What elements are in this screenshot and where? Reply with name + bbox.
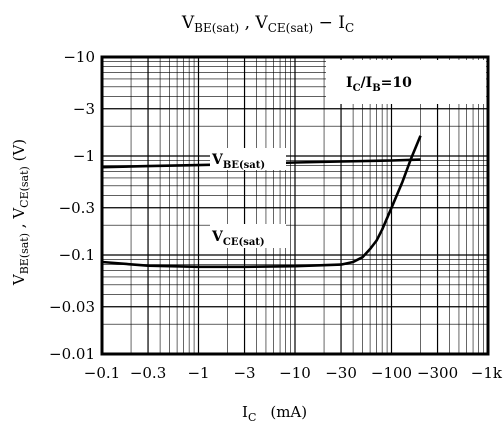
y-tick-label: −0.1	[59, 246, 95, 264]
x-tick-label: −0.1	[84, 364, 120, 382]
x-tick-label: −30	[325, 364, 357, 382]
y-tick-label: −0.03	[49, 298, 95, 316]
x-tick-label: −0.3	[130, 364, 166, 382]
series-label-vce: VCE(sat)	[211, 229, 265, 248]
x-tick-label: −10	[279, 364, 311, 382]
annotation-box	[326, 60, 486, 104]
y-tick-label: −3	[73, 100, 95, 118]
annotation-ic-ib: IC/IB=10	[346, 75, 412, 94]
series-label-vbe: VBE(sat)	[211, 152, 265, 171]
y-tick-label: −0.3	[59, 199, 95, 217]
y-tick-label: −10	[63, 48, 95, 66]
x-axis-label: IC (mA)	[242, 403, 307, 424]
x-tick-label: −300	[417, 364, 458, 382]
x-tick-label: −1	[187, 364, 209, 382]
label-bg-vce	[210, 224, 286, 248]
y-tick-labels: −10 −3 −1 −0.3 −0.1 −0.03 −0.01	[49, 48, 95, 363]
label-bg-vbe	[210, 148, 286, 170]
x-tick-labels: −0.1 −0.3 −1 −3 −10 −30 −100 −300 −1k	[84, 364, 503, 382]
x-tick-label: −1k	[471, 364, 503, 382]
x-tick-label: −3	[233, 364, 255, 382]
series-line-vce-sat	[101, 135, 422, 269]
y-tick-label: −0.01	[49, 345, 95, 363]
x-tick-label: −100	[371, 364, 412, 382]
grid	[102, 57, 488, 354]
plot-border	[100, 55, 490, 356]
y-axis-label: VBE(sat) , VCE(sat) (V)	[10, 139, 31, 286]
y-tick-label: −1	[73, 147, 95, 165]
chart-title: VBE(sat) , VCE(sat) − IC	[181, 13, 354, 35]
